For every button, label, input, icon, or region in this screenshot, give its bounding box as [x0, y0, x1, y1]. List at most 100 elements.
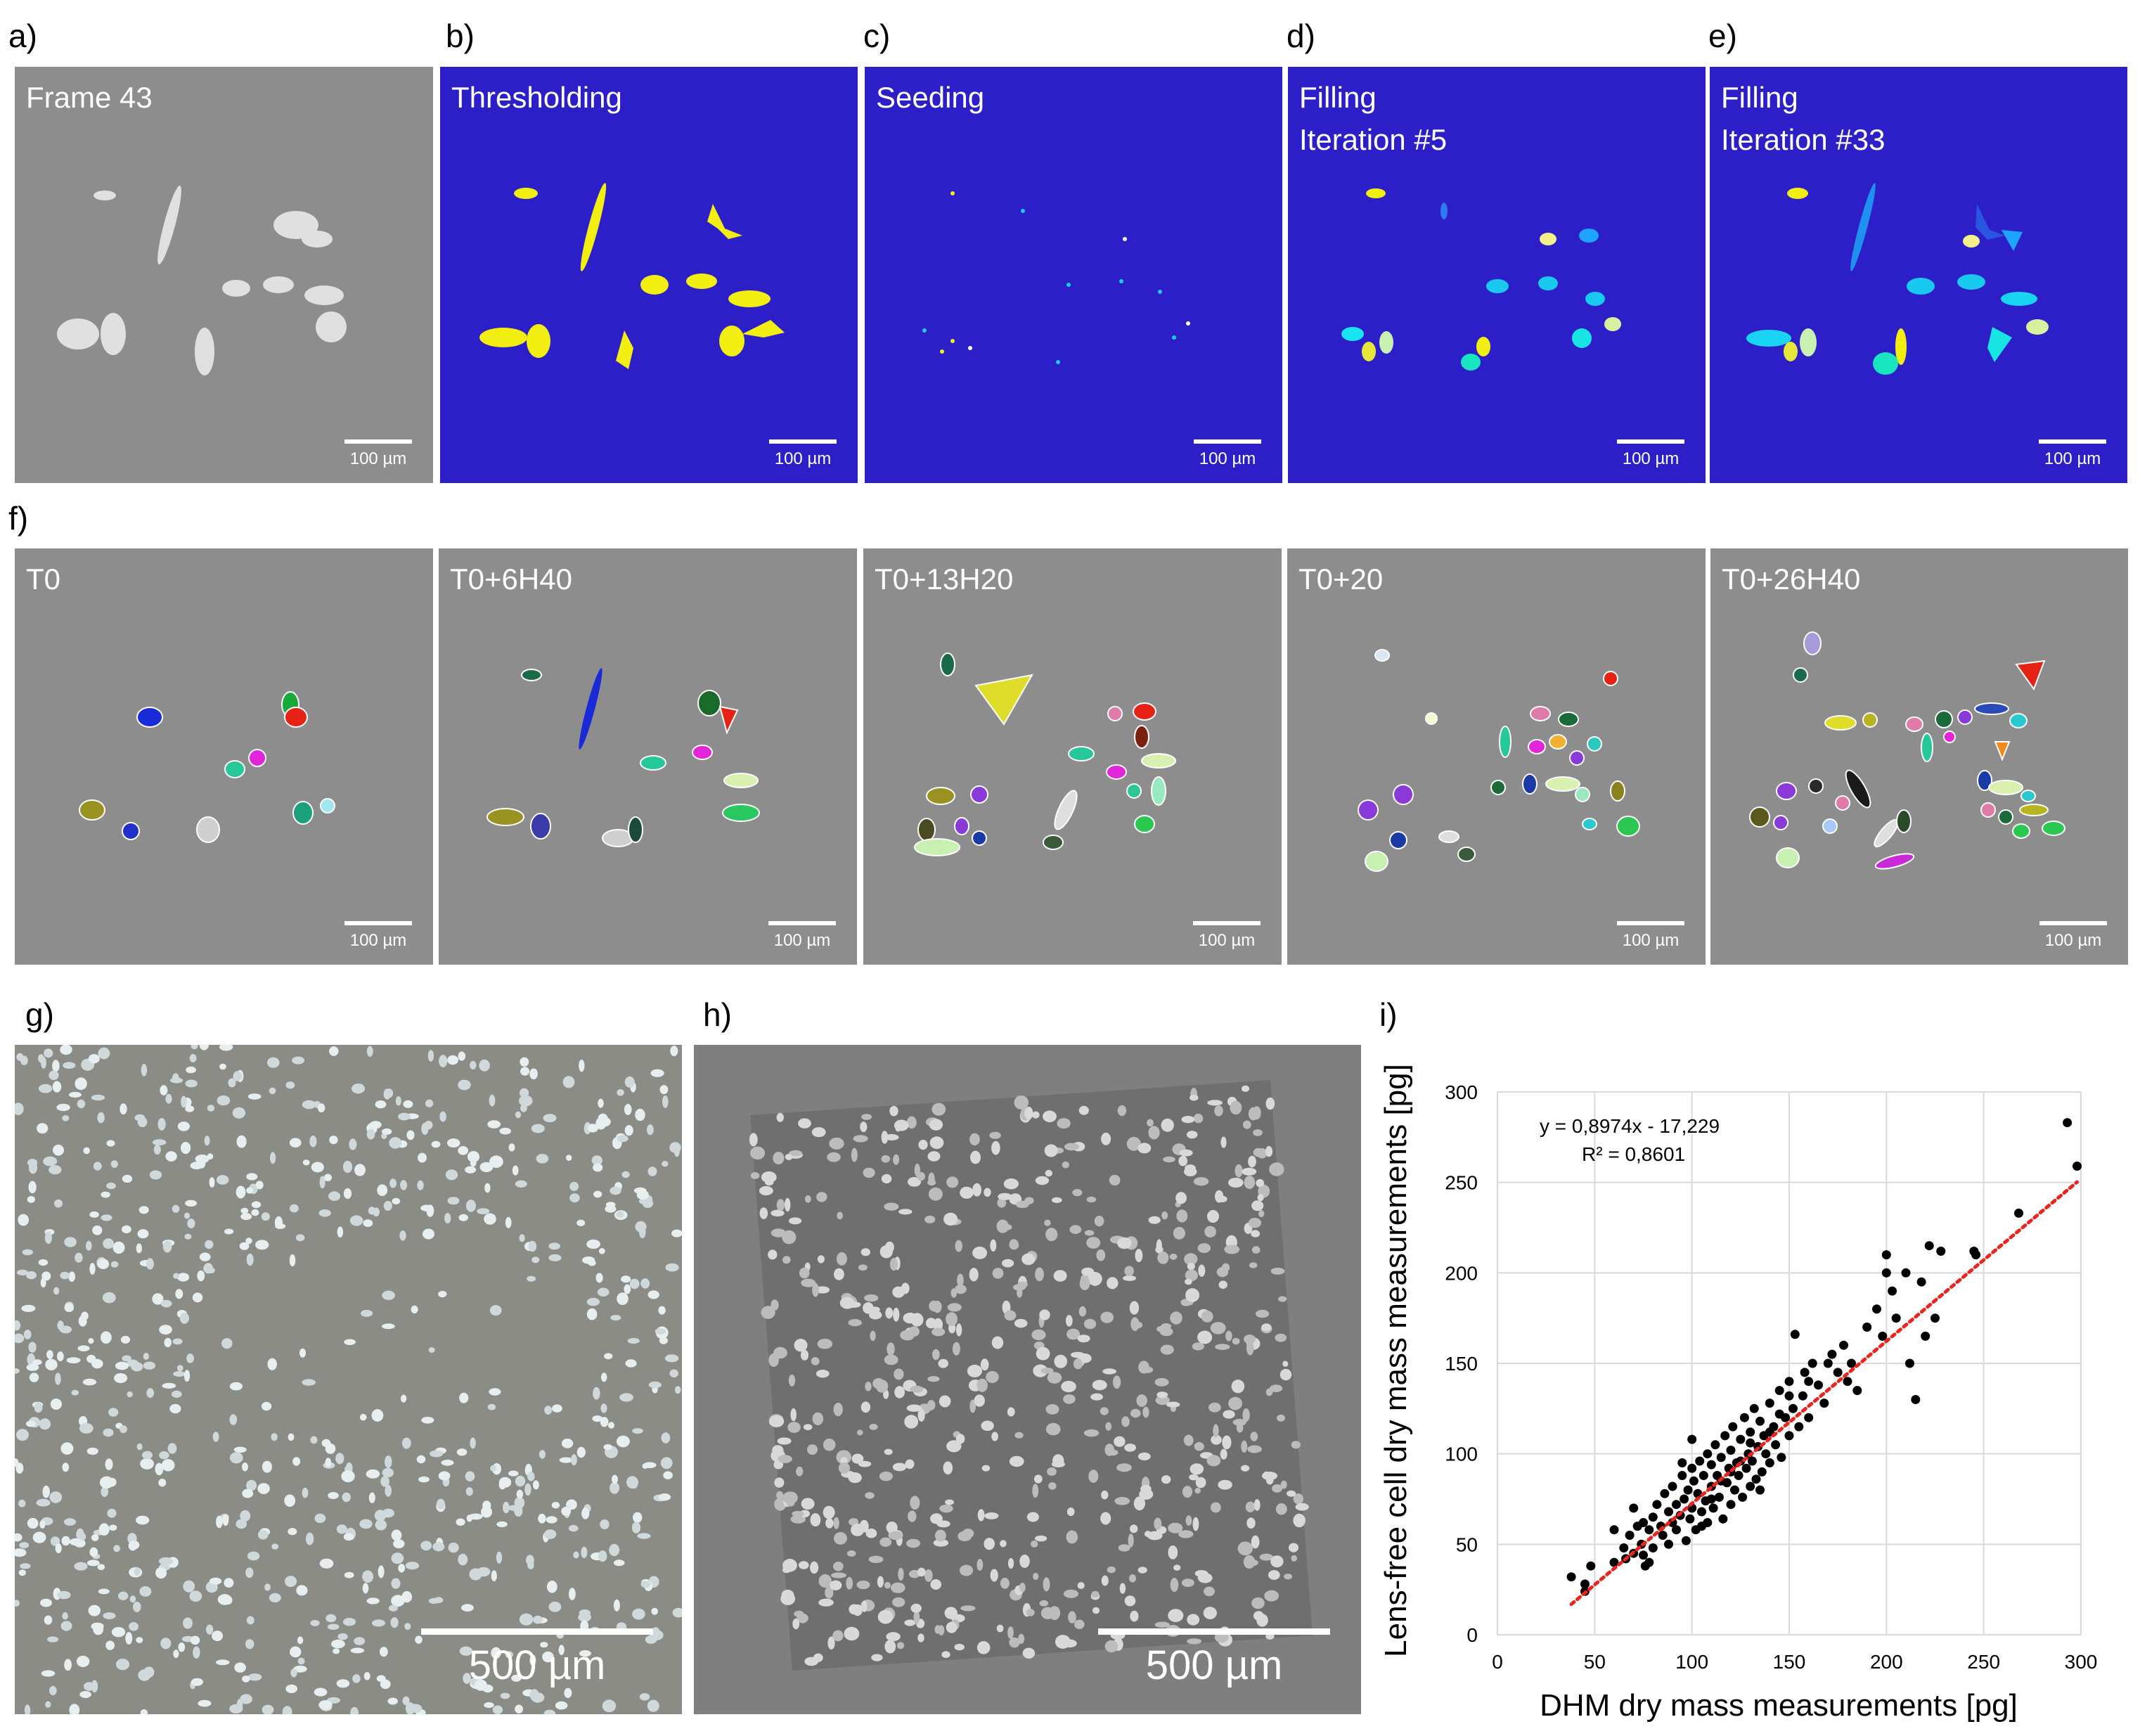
cell — [76, 1655, 90, 1667]
cell — [1009, 1455, 1024, 1467]
cell — [53, 1287, 60, 1295]
cell — [137, 1229, 149, 1239]
data-point — [1765, 1427, 1774, 1437]
cell — [905, 1459, 915, 1470]
cell — [173, 1371, 186, 1377]
cell — [790, 1408, 797, 1422]
cell — [20, 1055, 28, 1065]
cell — [363, 1219, 373, 1227]
cell — [830, 1580, 842, 1590]
cell — [97, 1259, 110, 1269]
cell — [438, 1471, 451, 1481]
cell — [1057, 1118, 1071, 1129]
cell — [1135, 1249, 1143, 1263]
data-point — [1911, 1395, 1921, 1404]
cell — [1231, 1380, 1245, 1394]
cell — [885, 1307, 894, 1319]
data-point — [1697, 1507, 1706, 1517]
cell — [368, 1207, 376, 1215]
cell — [861, 1114, 872, 1120]
data-point — [1751, 1474, 1761, 1484]
cell — [1275, 1333, 1287, 1342]
cell — [62, 1115, 70, 1121]
data-point — [1739, 1413, 1749, 1422]
cell — [1130, 1408, 1141, 1418]
cell — [955, 1323, 962, 1337]
cell — [61, 1536, 70, 1546]
data-point — [1644, 1525, 1654, 1535]
cell — [991, 1140, 1000, 1155]
cell — [427, 1050, 434, 1062]
cell — [155, 1567, 167, 1579]
cell — [1105, 1422, 1112, 1431]
cell — [875, 1380, 889, 1393]
cell — [529, 1689, 539, 1701]
cell — [1088, 1272, 1102, 1286]
cell — [586, 1297, 600, 1306]
cell — [295, 1234, 305, 1242]
cell — [1052, 1454, 1064, 1467]
cell — [825, 1586, 834, 1599]
cell — [21, 1304, 36, 1312]
cell — [1265, 1097, 1275, 1110]
cell — [817, 1339, 833, 1349]
cell — [604, 1353, 613, 1360]
panel-f4-scalebar: 100 µm — [1617, 921, 1684, 951]
cell — [1203, 1607, 1217, 1619]
cell — [62, 1462, 70, 1472]
cell — [932, 1327, 946, 1337]
cell — [989, 1131, 1001, 1139]
cell — [519, 1095, 533, 1107]
cell — [1185, 1288, 1200, 1302]
cell — [913, 1610, 920, 1624]
cell — [844, 1626, 860, 1641]
cell — [992, 1268, 1004, 1279]
cell — [600, 1519, 610, 1529]
cell — [662, 1095, 669, 1108]
cell — [203, 1263, 214, 1274]
x-tick-label: 250 — [1967, 1651, 2000, 1673]
cell — [505, 1651, 513, 1659]
chart-points — [1566, 1118, 2082, 1596]
cell — [946, 1621, 958, 1633]
panel-label-b: b) — [446, 18, 475, 54]
cell — [398, 1112, 411, 1121]
cell — [1140, 1484, 1152, 1493]
cell — [88, 1054, 100, 1064]
cell — [811, 1357, 820, 1365]
cell — [1128, 1534, 1134, 1548]
cell — [932, 1349, 940, 1361]
cell — [255, 1240, 269, 1250]
cell — [240, 1694, 252, 1704]
cell — [1104, 1640, 1119, 1653]
cell — [38, 1259, 49, 1266]
cell — [185, 1079, 198, 1088]
cell — [387, 1697, 398, 1705]
cell — [643, 1462, 657, 1468]
cell — [894, 1386, 905, 1399]
cell — [245, 1237, 252, 1245]
cell — [389, 1137, 402, 1149]
cell — [884, 1640, 896, 1654]
cell — [1235, 1164, 1243, 1178]
cell — [823, 1439, 836, 1451]
cell — [1117, 1105, 1126, 1117]
panel-d-title: Filling Iteration #5 — [1299, 81, 1448, 156]
cell — [658, 1493, 671, 1501]
cell — [456, 1448, 468, 1456]
cell — [1204, 1226, 1216, 1237]
cell — [328, 1492, 339, 1499]
cell — [91, 1680, 98, 1693]
cell — [477, 1208, 490, 1214]
cell — [884, 1448, 893, 1455]
cell — [1181, 1579, 1194, 1587]
cell — [1094, 1216, 1104, 1227]
cell — [1187, 1262, 1195, 1271]
cell — [617, 1135, 629, 1143]
cell — [496, 1521, 508, 1528]
cell — [812, 1282, 819, 1297]
cell — [176, 1365, 183, 1372]
panel-f4-frame: T0+20 100 µm — [1287, 548, 1706, 965]
x-axis-label: DHM dry mass measurements [pg] — [1540, 1688, 2018, 1723]
data-point — [1794, 1422, 1804, 1432]
